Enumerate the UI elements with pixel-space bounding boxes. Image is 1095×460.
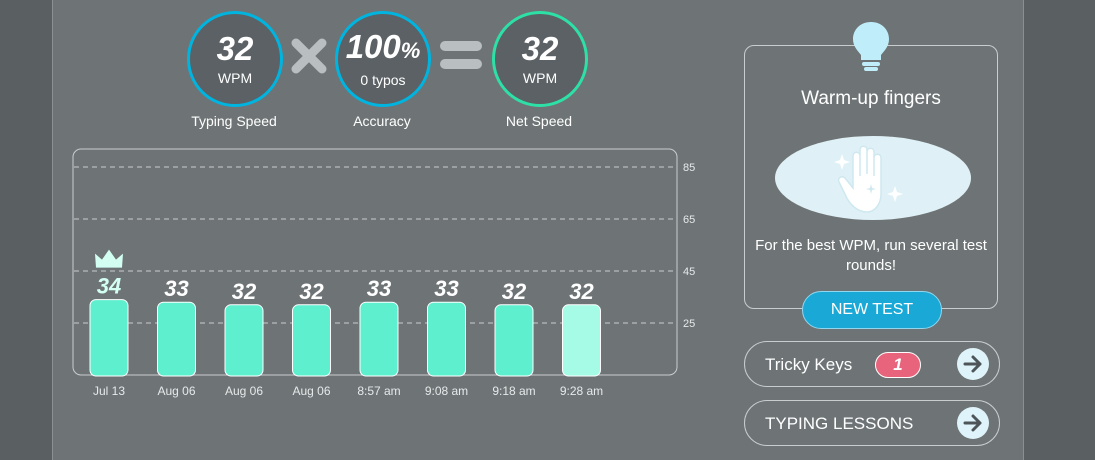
chart-bar[interactable]: [292, 304, 331, 377]
chart-bar[interactable]: [224, 304, 264, 377]
net-speed-value: 32: [521, 30, 559, 67]
sparkle-hand-icon: [834, 145, 903, 213]
x-tick-label: 9:08 am: [425, 384, 468, 398]
y-tick-label: 25: [683, 318, 695, 330]
tricky-keys-button[interactable]: Tricky Keys 1: [744, 341, 1000, 387]
chart-bar[interactable]: [157, 301, 196, 377]
new-test-button[interactable]: NEW TEST: [802, 291, 942, 329]
bar-value-label: 32: [502, 279, 527, 304]
x-tick-label: Jul 13: [93, 384, 125, 398]
bar-value-label: 32: [232, 279, 257, 304]
net-speed-label: Net Speed: [505, 113, 573, 129]
accuracy-value: 100%: [345, 28, 421, 65]
equals-icon: [440, 41, 482, 69]
x-tick-label: 9:28 am: [560, 384, 603, 398]
bar-value-label: 33: [367, 276, 391, 301]
chart-bar[interactable]: [359, 301, 399, 377]
typing-speed-circle: 32 WPM: [187, 11, 283, 107]
bar-value-label: 33: [434, 276, 458, 301]
typo-count: 0 typos: [360, 72, 406, 88]
times-icon: [291, 38, 327, 74]
accuracy-label: Accuracy: [353, 113, 411, 129]
arrow-right-icon[interactable]: [957, 407, 989, 439]
bar-value-label: 32: [299, 279, 324, 304]
typing-speed-stat: 32 WPM Typing Speed: [187, 11, 283, 129]
warmup-title: Warm-up fingers: [801, 88, 941, 109]
warmup-text: For the best WPM, run several test round…: [755, 237, 987, 274]
typing-speed-label: Typing Speed: [191, 113, 277, 129]
y-tick-label: 85: [683, 162, 695, 174]
lightbulb-icon: [853, 22, 889, 71]
wpm-history-chart: 85 65 45 25 34 Jul 13 33 Aug 06 32 Aug 06 32 Aug 0…: [72, 148, 695, 398]
arrow-right-icon[interactable]: [957, 348, 989, 380]
bar-value-label: 34: [97, 274, 121, 299]
warmup-card: Warm-up fingers For the best WPM, run se…: [744, 45, 998, 309]
typing-speed-unit: WPM: [217, 70, 253, 86]
warmup-illustration: [775, 136, 971, 220]
tricky-keys-count-badge: 1: [875, 352, 921, 378]
net-speed-unit: WPM: [522, 70, 558, 86]
x-tick-label: Aug 06: [292, 384, 330, 398]
typing-lessons-label: TYPING LESSONS: [765, 414, 914, 433]
accuracy-stat: 100% 0 typos Accuracy: [335, 11, 431, 129]
chart-labels: 34 Jul 13 33 Aug 06 32 Aug 06 32 Aug 06 33 8:57 a…: [93, 249, 603, 398]
bar-value-label: 32: [569, 279, 594, 304]
tricky-keys-label: Tricky Keys: [765, 355, 853, 374]
typing-speed-value: 32: [216, 30, 254, 67]
bar-value-label: 33: [164, 276, 188, 301]
x-tick-label: 8:57 am: [357, 384, 400, 398]
net-speed-circle: 32 WPM: [492, 11, 588, 107]
crown-icon: [95, 249, 123, 268]
accuracy-circle: 100% 0 typos: [335, 11, 431, 107]
chart-bar[interactable]: [427, 301, 466, 377]
x-tick-label: Aug 06: [225, 384, 263, 398]
x-tick-label: 9:18 am: [492, 384, 535, 398]
chart-bar[interactable]: [89, 299, 129, 377]
y-tick-label: 45: [683, 266, 695, 278]
chart-bars: [89, 299, 601, 377]
net-speed-stat: 32 WPM Net Speed: [492, 11, 588, 129]
typing-lessons-button[interactable]: TYPING LESSONS: [744, 400, 1000, 446]
y-tick-label: 65: [683, 214, 695, 226]
chart-bar[interactable]: [494, 304, 534, 377]
chart-bar[interactable]: [562, 304, 601, 377]
x-tick-label: Aug 06: [157, 384, 195, 398]
